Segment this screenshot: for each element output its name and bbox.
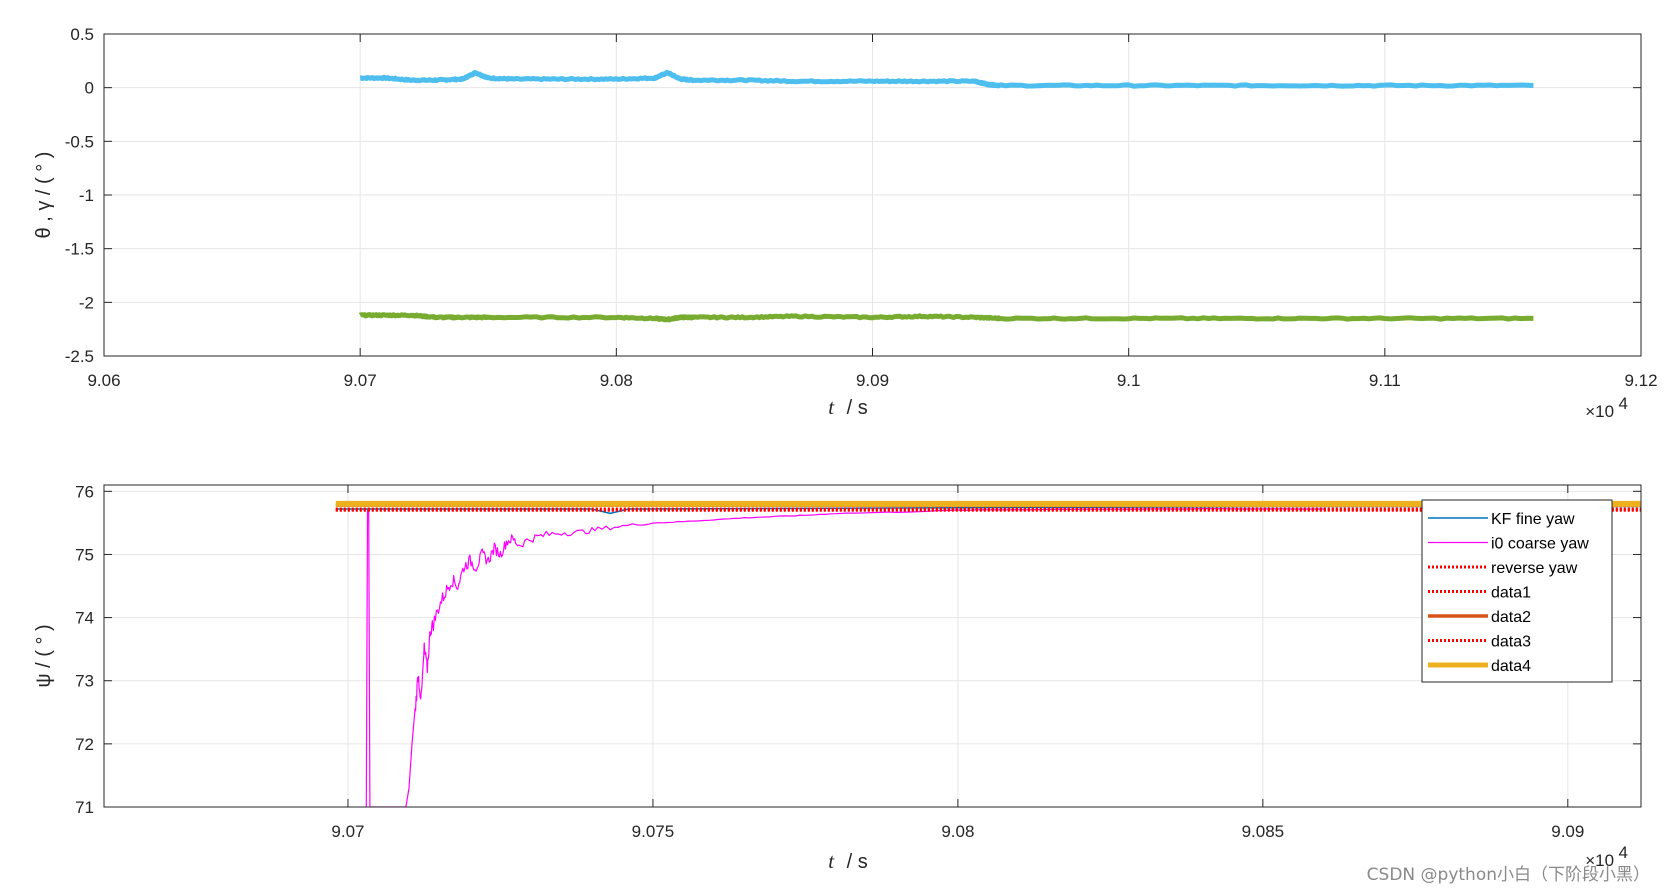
- legend-entries: KF fine yaw i0 coarse yaw reverse yaw data1…: [1428, 511, 1589, 675]
- y-tick-label: -1: [79, 186, 94, 205]
- y-tick-label: 76: [75, 482, 94, 501]
- bottom-x-tick-labels: 9.07 9.075 9.08 9.085 9.09: [331, 822, 1584, 841]
- x-tick-label: 9.07: [344, 371, 377, 390]
- top-x-tick-labels: 9.06 9.07 9.08 9.09 9.1 9.11 9.12: [87, 371, 1657, 390]
- x-tick-label: 9.1: [1117, 371, 1141, 390]
- y-tick-label: 74: [75, 609, 94, 628]
- x-tick-label: 9.075: [632, 822, 675, 841]
- legend-label: KF fine yaw: [1491, 511, 1575, 528]
- y-tick-label: -2.5: [65, 347, 94, 366]
- legend-label: reverse yaw: [1491, 560, 1578, 577]
- y-tick-label: 0.5: [70, 25, 94, 44]
- y-tick-label: 72: [75, 735, 94, 754]
- bottom-series-group: [335, 500, 1641, 807]
- gamma-series-line: [358, 312, 1534, 323]
- bottom-axes: 9.07 9.075 9.08 9.085 9.09 76 75 74 73 72 71 t / …: [33, 482, 1642, 873]
- y-tick-label: 71: [75, 798, 94, 817]
- x-tick-label: 9.09: [856, 371, 889, 390]
- watermark-text: CSDN @python小白（下阶段小黑）: [1367, 865, 1650, 885]
- bottom-x-axis-title: t / s: [828, 849, 867, 873]
- top-y-axis-title: θ , γ / ( ° ): [33, 152, 55, 239]
- bottom-y-axis-title: ψ / ( ° ): [33, 624, 55, 687]
- y-tick-label: 0: [85, 79, 94, 98]
- x-tick-label: 9.085: [1242, 822, 1285, 841]
- legend-label: data1: [1491, 585, 1531, 602]
- legend-label: i0 coarse yaw: [1491, 536, 1589, 553]
- legend-label: data4: [1491, 658, 1531, 675]
- bottom-ticks: [104, 485, 1641, 808]
- y-tick-label: 75: [75, 545, 94, 564]
- x-tick-label: 9.06: [87, 371, 120, 390]
- x-tick-label: 9.08: [941, 822, 974, 841]
- bottom-plot-area: [104, 485, 1641, 807]
- theta-series-line: [358, 69, 1534, 89]
- x-tick-label: 9.11: [1369, 371, 1401, 390]
- x-tick-label: 9.07: [331, 822, 364, 841]
- top-axes: 9.06 9.07 9.08 9.09 9.1 9.11 9.12 0.5 0 -0.5 -1 -1…: [33, 25, 1658, 421]
- legend-label: data3: [1491, 634, 1531, 651]
- legend: KF fine yaw i0 coarse yaw reverse yaw data1…: [1421, 499, 1613, 683]
- y-tick-label: -0.5: [65, 132, 94, 151]
- top-y-tick-labels: 0.5 0 -0.5 -1 -1.5 -2 -2.5: [65, 25, 94, 366]
- bottom-x-exponent: ×10 4: [1585, 843, 1628, 870]
- x-tick-label: 9.09: [1551, 822, 1584, 841]
- top-series-group: [358, 69, 1534, 323]
- x-tick-label: 9.12: [1624, 371, 1657, 390]
- i0-coarse-yaw-line: [365, 508, 1324, 807]
- top-x-exponent: ×10 4: [1585, 394, 1628, 421]
- y-tick-label: 73: [75, 672, 94, 691]
- bottom-axes-box: [103, 484, 1642, 808]
- bottom-y-tick-labels: 76 75 74 73 72 71: [75, 482, 94, 817]
- top-x-axis-title: t / s: [828, 395, 867, 419]
- legend-label: data2: [1491, 609, 1531, 626]
- x-tick-label: 9.08: [600, 371, 633, 390]
- y-tick-label: -2: [79, 293, 94, 312]
- top-ticks: [103, 33, 1642, 357]
- y-tick-label: -1.5: [65, 240, 94, 259]
